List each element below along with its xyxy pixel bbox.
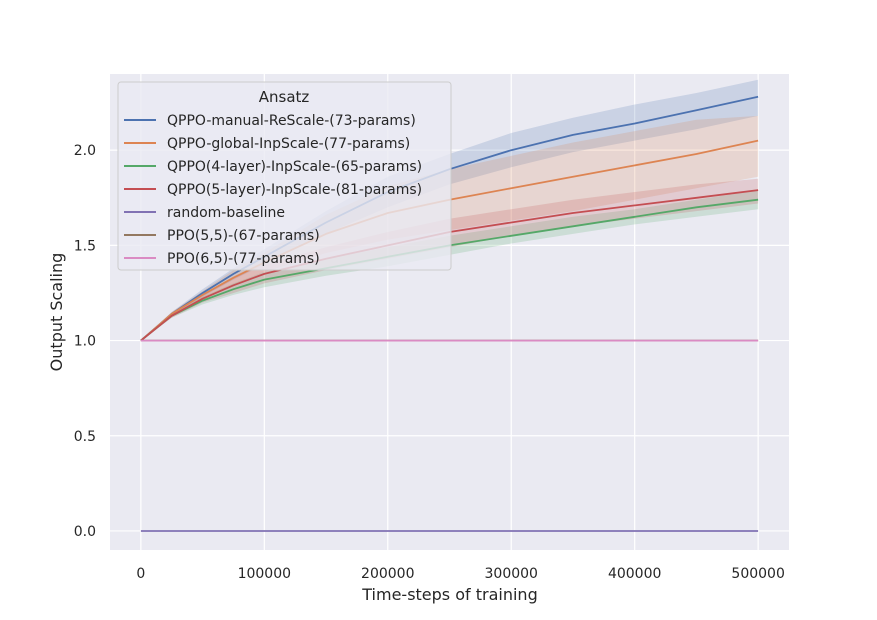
y-tick-label: 0.5: [74, 429, 96, 445]
band-qppo-manual-rescale-73-params: [140, 79, 759, 341]
y-tick-label: 1.5: [74, 238, 96, 254]
x-tick-label: 0: [136, 566, 145, 582]
x-axis-label: Time-steps of training: [361, 585, 537, 604]
legend-entry-label: QPPO(4-layer)-InpScale-(65-params): [167, 159, 422, 175]
band-qppo-4-layer-inpscale-65-params: [140, 190, 759, 341]
legend-entry-label: QPPO(5-layer)-InpScale-(81-params): [167, 182, 422, 198]
y-axis-ticks: 0.0 0.5 1.0 1.5 2.0: [74, 143, 96, 540]
y-tick-label: 2.0: [74, 143, 96, 159]
x-tick-label: 500000: [731, 566, 784, 582]
x-tick-label: 300000: [485, 566, 538, 582]
legend-entry-label: random-baseline: [167, 205, 285, 221]
y-tick-label: 0.0: [74, 524, 96, 540]
legend-entry-label: QPPO-global-InpScale-(77-params): [167, 136, 410, 152]
legend-entry-label: PPO(6,5)-(77-params): [167, 251, 320, 267]
band-qppo-5-layer-inpscale-81-params: [140, 178, 759, 341]
legend-entry-label: QPPO-manual-ReScale-(73-params): [167, 113, 416, 129]
legend-title: Ansatz: [259, 88, 310, 106]
x-tick-label: 100000: [238, 566, 291, 582]
y-tick-label: 1.0: [74, 334, 96, 350]
legend-box: [117, 81, 452, 271]
y-axis-label: Output Scaling: [47, 253, 66, 372]
legend-entry-label: PPO(5,5)-(67-params): [167, 228, 320, 244]
x-tick-label: 200000: [361, 566, 414, 582]
legend-items: QPPO-manual-ReScale-(73-params) QPPO-glob…: [124, 113, 422, 267]
legend: Ansatz QPPO-manual-ReScale-(73-params)QP…: [117, 81, 452, 271]
x-tick-label: 400000: [608, 566, 661, 582]
x-axis-ticks: 0 100000 200000 300000 400000 500000: [136, 566, 784, 582]
